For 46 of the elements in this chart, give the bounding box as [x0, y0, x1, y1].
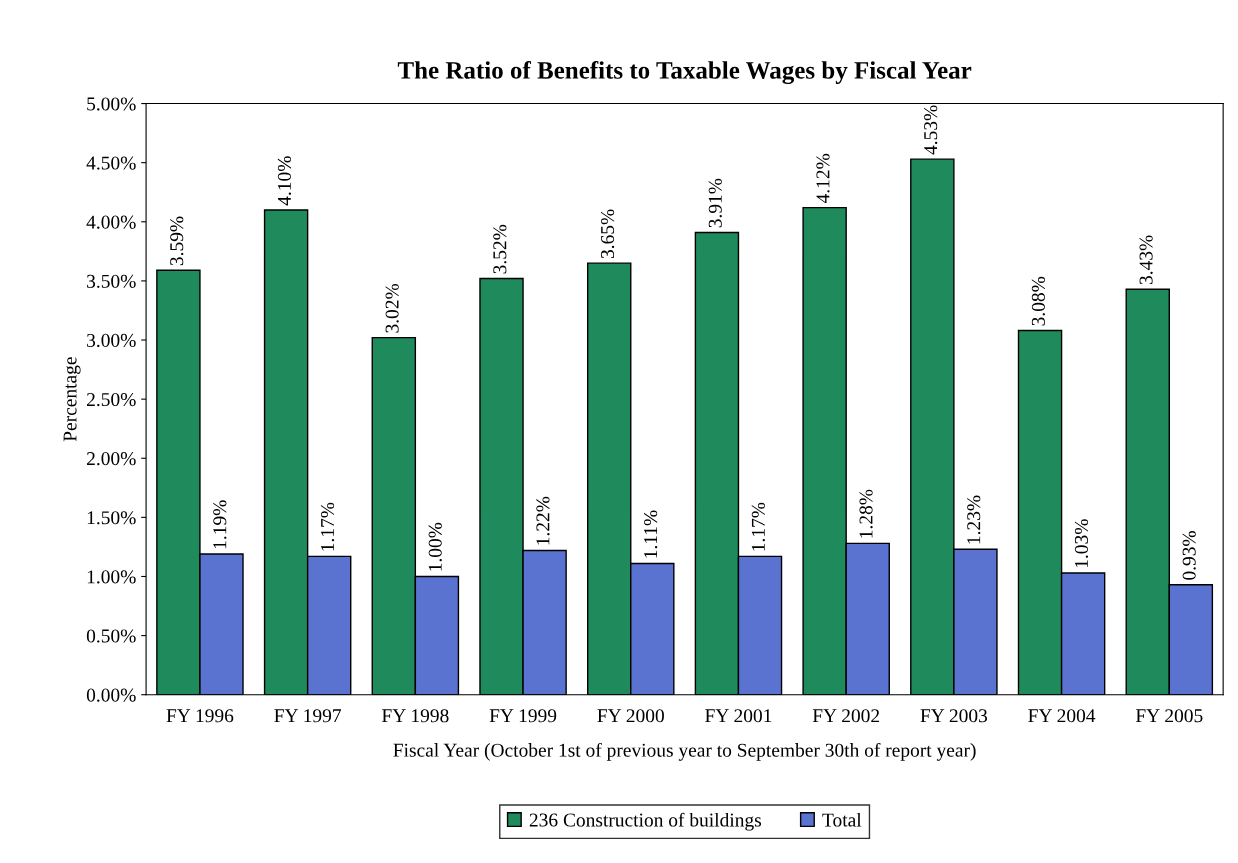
y-tick-label: 3.00% — [87, 333, 136, 348]
x-tick-label: FY 2003 — [920, 709, 988, 723]
data-label: 1.03% — [1074, 519, 1089, 568]
data-label: 4.10% — [277, 156, 292, 206]
data-label: 3.59% — [170, 216, 184, 266]
data-label: 1.22% — [536, 496, 550, 545]
legend-label: Total — [822, 812, 862, 827]
y-tick-label: 4.50% — [86, 156, 136, 170]
data-label: 1.28% — [859, 489, 873, 538]
data-label: 3.91% — [708, 178, 722, 228]
data-label: 1.17% — [320, 502, 335, 551]
x-tick-label: FY 1997 — [274, 709, 342, 723]
data-label: 0.93% — [1182, 531, 1196, 580]
x-tick-label: FY 2005 — [1135, 709, 1203, 723]
data-label: 1.23% — [967, 495, 981, 544]
data-label: 3.43% — [1139, 235, 1153, 285]
y-tick-label: 1.00% — [87, 570, 136, 584]
y-tick-label: 4.00% — [86, 215, 136, 229]
y-axis-title: Percentage — [63, 357, 81, 442]
x-tick-label: FY 2000 — [597, 709, 664, 723]
data-label: 3.08% — [1031, 276, 1045, 326]
x-tick-label: FY 2002 — [812, 709, 880, 723]
y-tick-label: 5.00% — [87, 97, 136, 111]
data-label: 1.19% — [213, 500, 227, 549]
data-label: 3.02% — [385, 283, 399, 333]
data-label: 3.52% — [493, 224, 507, 274]
x-tick-label: FY 2004 — [1028, 709, 1096, 723]
chart-title: The Ratio of Benefits to Taxable Wages by Fiscal Year — [397, 60, 972, 85]
data-label: 4.12% — [816, 153, 830, 204]
data-label: 1.17% — [751, 502, 765, 551]
data-label: 3.65% — [600, 209, 615, 259]
x-tick-label: FY 2001 — [705, 709, 772, 723]
y-tick-label: 1.50% — [87, 511, 136, 525]
data-label: 1.00% — [428, 522, 442, 571]
data-label: 4.53% — [924, 105, 938, 155]
x-tick-label: FY 1998 — [381, 709, 449, 723]
x-tick-label: FY 1999 — [489, 709, 557, 723]
legend-label: 236 Construction of buildings — [529, 812, 762, 831]
y-tick-label: 0.00% — [86, 688, 136, 702]
y-tick-label: 2.00% — [86, 452, 136, 466]
data-label: 1.11% — [644, 510, 658, 558]
x-tick-label: FY 1996 — [166, 709, 234, 723]
y-tick-label: 3.50% — [87, 274, 136, 288]
x-axis-title: Fiscal Year (October 1st of previous year to September 30th of report year) — [393, 742, 976, 761]
y-tick-label: 2.50% — [86, 392, 136, 407]
y-tick-label: 0.50% — [86, 629, 136, 643]
